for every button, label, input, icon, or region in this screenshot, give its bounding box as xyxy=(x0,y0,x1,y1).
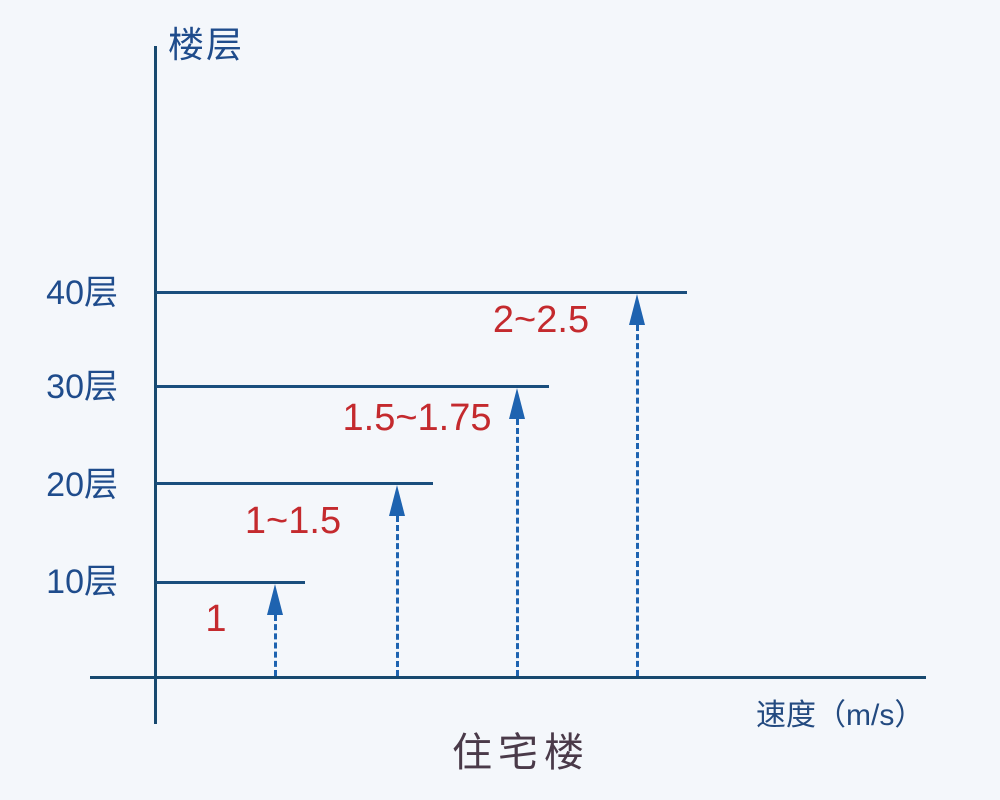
floor-line-10 xyxy=(156,581,305,584)
y-tick-label-10: 10层 xyxy=(46,563,118,601)
speed-label-20: 1~1.5 xyxy=(244,500,342,542)
y-tick-label-40: 40层 xyxy=(46,274,118,312)
up-arrow-40 xyxy=(629,294,645,676)
chart-title: 住宅楼 xyxy=(452,731,590,775)
up-arrow-30 xyxy=(509,388,525,676)
arrowhead-icon xyxy=(267,584,283,615)
y-tick-label-20: 20层 xyxy=(46,466,118,504)
x-axis-label: 速度（m/s） xyxy=(756,699,925,732)
speed-label-30: 1.5~1.75 xyxy=(342,397,492,439)
speed-label-10: 1 xyxy=(205,598,227,640)
floor-line-30 xyxy=(156,385,549,388)
y-axis-label: 楼层 xyxy=(168,24,245,65)
arrow-shaft xyxy=(395,516,399,676)
arrow-shaft xyxy=(273,615,277,676)
arrowhead-icon xyxy=(629,294,645,325)
floor-line-20 xyxy=(156,482,433,485)
arrow-shaft xyxy=(515,419,519,676)
arrowhead-icon xyxy=(509,388,525,419)
y-tick-label-30: 30层 xyxy=(46,368,118,406)
x-axis-line xyxy=(90,676,926,679)
arrow-shaft xyxy=(635,325,639,676)
up-arrow-10 xyxy=(267,584,283,676)
speed-label-40: 2~2.5 xyxy=(492,299,590,341)
arrowhead-icon xyxy=(389,485,405,516)
y-axis-line xyxy=(154,46,157,724)
up-arrow-20 xyxy=(389,485,405,676)
floor-line-40 xyxy=(156,291,687,294)
